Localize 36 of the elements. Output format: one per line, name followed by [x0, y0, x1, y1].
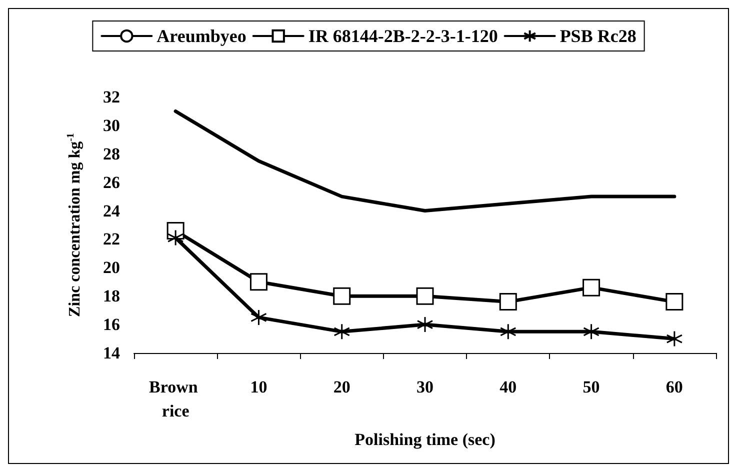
- x-tick-label: 20: [333, 378, 350, 396]
- point: [333, 287, 351, 305]
- y-tick-label: 30: [103, 116, 120, 135]
- legend-label: IR 68144-2B-2-2-3-1-120: [308, 26, 498, 46]
- x-tick-label: 10: [250, 378, 268, 396]
- x-axis-title: Polishing time (sec): [354, 430, 496, 449]
- y-axis-title: Zinc concentration mg kg-1: [66, 133, 84, 317]
- y-tick-label: 20: [103, 258, 120, 278]
- y-tick-label: 28: [103, 144, 120, 164]
- legend-label: Areumbyeo: [156, 26, 246, 46]
- y-tick-label: 24: [103, 201, 120, 220]
- x-tick-label: 60: [666, 378, 683, 396]
- point: [666, 293, 684, 311]
- x-tick-label: Brown rice: [149, 378, 202, 420]
- point: [582, 278, 600, 296]
- point: [500, 323, 516, 340]
- point: [250, 273, 268, 291]
- point: [666, 330, 683, 348]
- x-tick-label: 40: [500, 378, 517, 396]
- y-tick-label: 18: [103, 286, 120, 306]
- point: [334, 323, 350, 340]
- point: [499, 293, 517, 311]
- line-series: [174, 109, 676, 213]
- y-tick-label: 16: [103, 315, 120, 334]
- x-tick-label: 50: [582, 378, 600, 396]
- point: [167, 230, 184, 246]
- y-tick-label: 22: [103, 230, 120, 249]
- point: [250, 309, 267, 326]
- point: [583, 323, 600, 340]
- y-tick-label: 32: [103, 88, 120, 106]
- point: [416, 316, 434, 333]
- x-tick-label: 30: [416, 378, 434, 396]
- y-tick-label: 26: [103, 172, 120, 192]
- y-tick-label: 14: [103, 344, 120, 362]
- point: [416, 287, 434, 305]
- legend-label: PSB Rc28: [560, 26, 636, 46]
